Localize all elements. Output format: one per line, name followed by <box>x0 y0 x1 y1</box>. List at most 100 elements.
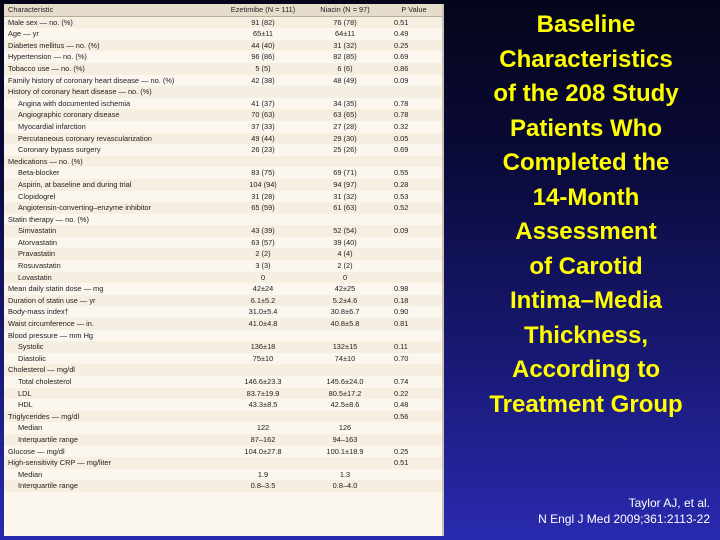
ezetimibe-value-cell: 104 (94) <box>222 178 304 191</box>
characteristic-cell: Rosuvastatin <box>4 260 222 272</box>
characteristic-cell: Male sex — no. (%) <box>4 16 222 29</box>
characteristic-cell: Glucose — mg/dl <box>4 445 222 458</box>
characteristic-cell: Pravastatin <box>4 248 222 261</box>
table-row: Interquartile range 0.8–3.5 0.8–4.0 <box>4 480 442 492</box>
characteristic-cell: Atorvastatin <box>4 236 222 249</box>
table-row: Cholesterol — mg/dl <box>4 364 442 376</box>
niacin-value-cell: 4 (4) <box>304 248 386 261</box>
p-value-cell: 0.25 <box>386 39 442 52</box>
ezetimibe-value-cell: 43.3±8.5 <box>222 399 304 411</box>
characteristic-cell: Cholesterol — mg/dl <box>4 364 222 376</box>
ezetimibe-value-cell: 42 (38) <box>222 74 304 87</box>
table-row: Beta-blocker 83 (75) 69 (71) 0.55 <box>4 167 442 179</box>
characteristic-cell: Blood pressure — mm Hg <box>4 329 222 342</box>
characteristic-cell: Tobacco use — no. (%) <box>4 62 222 75</box>
table-row: Simvastatin 43 (39) 52 (54) 0.09 <box>4 225 442 237</box>
ezetimibe-value-cell: 96 (86) <box>222 51 304 63</box>
niacin-value-cell: 42±25 <box>304 283 386 295</box>
p-value-cell: 0.69 <box>386 144 442 156</box>
ezetimibe-value-cell: 44 (40) <box>222 39 304 52</box>
niacin-value-cell: 5.2±4.6 <box>304 294 386 307</box>
ezetimibe-value-cell: 1.9 <box>222 468 304 481</box>
characteristic-cell: Clopidogrel <box>4 190 222 203</box>
niacin-value-cell: 48 (49) <box>304 74 386 87</box>
title-line: Baseline <box>536 11 636 38</box>
niacin-value-cell: 34 (35) <box>304 97 386 110</box>
ezetimibe-value-cell <box>222 155 304 168</box>
niacin-value-cell: 0.8–4.0 <box>304 480 386 492</box>
ezetimibe-value-cell: 49 (44) <box>222 132 304 145</box>
ezetimibe-value-cell: 65±11 <box>222 28 304 40</box>
p-value-cell <box>386 236 442 249</box>
niacin-value-cell: 0 <box>304 271 386 284</box>
table-row: Aspirin, at baseline and during trial 104… <box>4 178 442 191</box>
ezetimibe-value-cell: 37 (33) <box>222 120 304 133</box>
p-value-cell: 0.70 <box>386 352 442 365</box>
p-value-cell: 0.56 <box>386 410 442 423</box>
title-line: Patients Who <box>509 114 662 142</box>
characteristic-cell: Angiographic coronary disease <box>4 109 222 121</box>
title-line: 14-Month <box>532 183 640 211</box>
characteristic-cell: Body-mass index† <box>4 306 222 319</box>
title-line: Thickness, <box>523 321 649 349</box>
niacin-value-cell: 40.8±5.8 <box>304 318 386 330</box>
niacin-value-cell: 25 (26) <box>304 144 386 156</box>
niacin-value-cell: 63 (65) <box>304 109 386 121</box>
niacin-value-cell: 132±15 <box>304 341 386 353</box>
p-value-cell <box>386 271 442 284</box>
niacin-value-cell: 145.6±24.0 <box>304 376 386 388</box>
characteristic-cell: Duration of statin use — yr <box>4 294 222 307</box>
table-row: HDL 43.3±8.5 42.5±8.6 0.48 <box>4 399 442 411</box>
niacin-value-cell: 100.1±18.9 <box>304 445 386 458</box>
characteristic-cell: Median <box>4 468 222 481</box>
ezetimibe-value-cell: 31 (28) <box>222 190 304 203</box>
baseline-characteristics-table-panel: Characteristic Ezetimibe (N = 111) Niaci… <box>4 4 444 536</box>
ezetimibe-value-cell: 43 (39) <box>222 225 304 237</box>
table-row: Median 122 126 <box>4 422 442 434</box>
niacin-value-cell <box>304 364 386 376</box>
ezetimibe-value-cell: 63 (57) <box>222 236 304 249</box>
table-row: Hypertension — no. (%) 96 (86) 82 (85) 0.69 <box>4 51 442 63</box>
table-row: Median 1.9 1.3 <box>4 468 442 481</box>
table-row: High-sensitivity CRP — mg/liter 0.51 <box>4 457 442 469</box>
characteristic-cell: Interquartile range <box>4 433 222 446</box>
p-value-cell: 0.28 <box>386 178 442 191</box>
column-header-ezetimibe: Ezetimibe (N = 111) <box>222 4 304 17</box>
characteristic-cell: Diastolic <box>4 352 222 365</box>
table-row: Percutaneous coronary revascularization 4… <box>4 132 442 145</box>
p-value-cell <box>386 248 442 261</box>
niacin-value-cell <box>304 155 386 168</box>
niacin-value-cell: 31 (32) <box>304 39 386 52</box>
p-value-cell: 0.90 <box>386 306 442 319</box>
niacin-value-cell: 42.5±8.6 <box>304 399 386 411</box>
niacin-value-cell: 82 (85) <box>304 51 386 63</box>
niacin-value-cell: 94 (97) <box>304 178 386 191</box>
p-value-cell: 0.69 <box>386 51 442 63</box>
ezetimibe-value-cell: 122 <box>222 422 304 434</box>
title-line: of Carotid <box>529 252 643 280</box>
table-row: Interquartile range 87–162 94–163 <box>4 433 442 446</box>
table-row: Clopidogrel 31 (28) 31 (32) 0.53 <box>4 190 442 203</box>
niacin-value-cell: 39 (40) <box>304 236 386 249</box>
p-value-cell <box>386 213 442 226</box>
ezetimibe-value-cell: 146.6±23.3 <box>222 376 304 388</box>
table-row: Waist circumference — in. 41.0±4.8 40.8±5.… <box>4 318 442 330</box>
ezetimibe-value-cell <box>222 86 304 98</box>
p-value-cell <box>386 480 442 492</box>
characteristic-cell: High-sensitivity CRP — mg/liter <box>4 457 222 469</box>
characteristic-cell: Percutaneous coronary revascularization <box>4 132 222 145</box>
p-value-cell: 0.98 <box>386 283 442 295</box>
table-row: LDL 83.7±19.9 80.5±17.2 0.22 <box>4 387 442 400</box>
table-row: Atorvastatin 63 (57) 39 (40) <box>4 236 442 249</box>
table-row: Angina with documented ischemia 41 (37) 34… <box>4 97 442 110</box>
ezetimibe-value-cell: 104.0±27.8 <box>222 445 304 458</box>
characteristic-cell: Simvastatin <box>4 225 222 237</box>
characteristic-cell: Total cholesterol <box>4 376 222 388</box>
table-row: Total cholesterol 146.6±23.3 145.6±24.0 0.7… <box>4 376 442 388</box>
title-line: Intima–Media <box>509 287 663 314</box>
column-header-niacin: Niacin (N = 97) <box>304 4 386 17</box>
p-value-cell: 0.51 <box>386 457 442 469</box>
ezetimibe-value-cell: 5 (5) <box>222 62 304 75</box>
ezetimibe-value-cell: 6.1±5.2 <box>222 294 304 307</box>
p-value-cell: 0.78 <box>386 97 442 110</box>
